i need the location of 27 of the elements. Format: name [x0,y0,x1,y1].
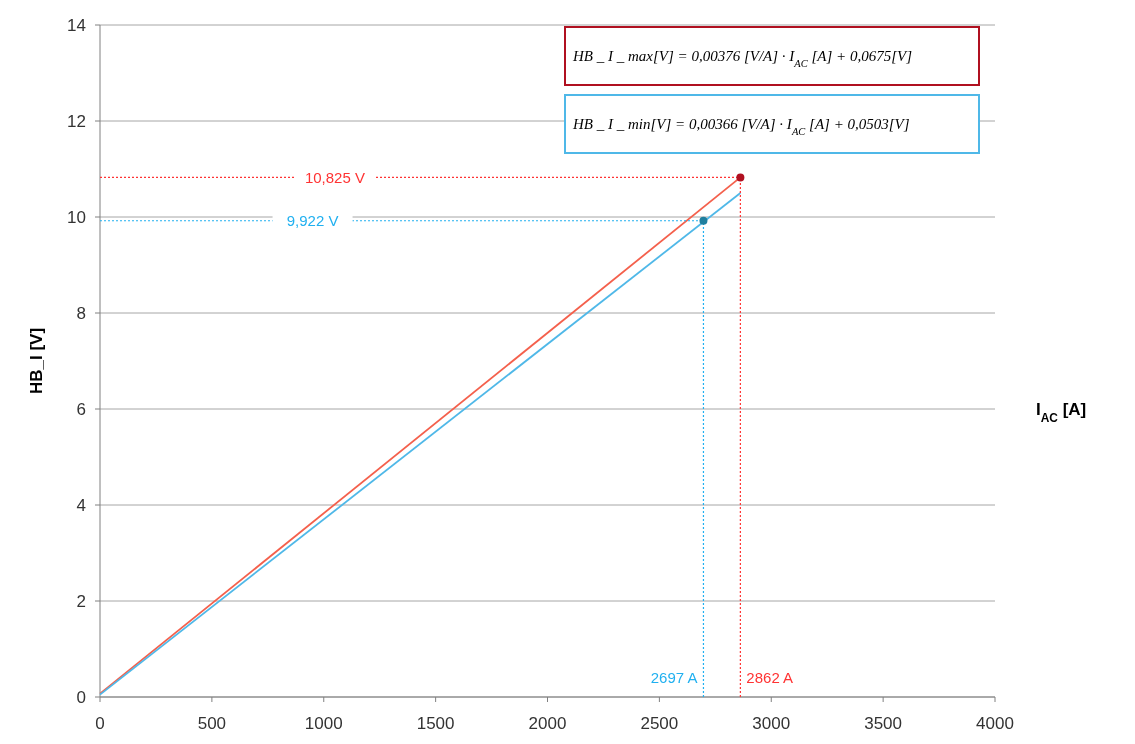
y-tick-label: 2 [76,591,86,611]
y-axis-title: HB_I [V] [27,327,46,395]
annotation: HB _ I _ min[V] = 0,00366 [V/A] · I$_{AC}$ [A] + 0,0503[V] [572,116,910,137]
x-tick-label: 4000 [976,714,1014,733]
annotation: 2697 A [650,668,698,686]
x-tick-label: 1500 [416,714,455,733]
x-tick-label: 1000 [304,714,343,733]
y-tick-label: 12 [67,111,86,131]
annotation: 10,825 V [304,168,365,186]
x-tick-label: 0 [95,714,105,733]
y-tick-label: 14 [67,15,86,35]
y-tick-label: 4 [76,495,86,515]
y-tick-label: 10 [67,207,86,227]
formula-box: HB _ I _ min[V] = 0,00366 [V/A] · I$_{AC}$ [A] + 0,0503[V] [564,94,980,154]
x-tick-label: 500 [197,714,227,733]
y-tick-label: 8 [76,303,86,323]
annotation: 2862 A [746,668,794,686]
x-tick-label: 3500 [864,714,903,733]
annotation: 9,922 V [286,211,339,229]
y-tick-label: 0 [76,687,86,707]
annotation: HB _ I _ max[V] = 0,00376 [V/A] · I$_{AC}$ [A] + 0,0675[V] [572,48,913,69]
x-tick-label: 3000 [752,714,791,733]
y-tick-label: 6 [76,399,86,419]
x-tick-label: 2000 [528,714,567,733]
x-axis-title: I$_{AC}$ [A] [1036,400,1087,425]
formula-box: HB _ I _ max[V] = 0,00376 [V/A] · I$_{AC}$ [A] + 0,0675[V] [564,26,980,86]
x-tick-label: 2500 [640,714,679,733]
